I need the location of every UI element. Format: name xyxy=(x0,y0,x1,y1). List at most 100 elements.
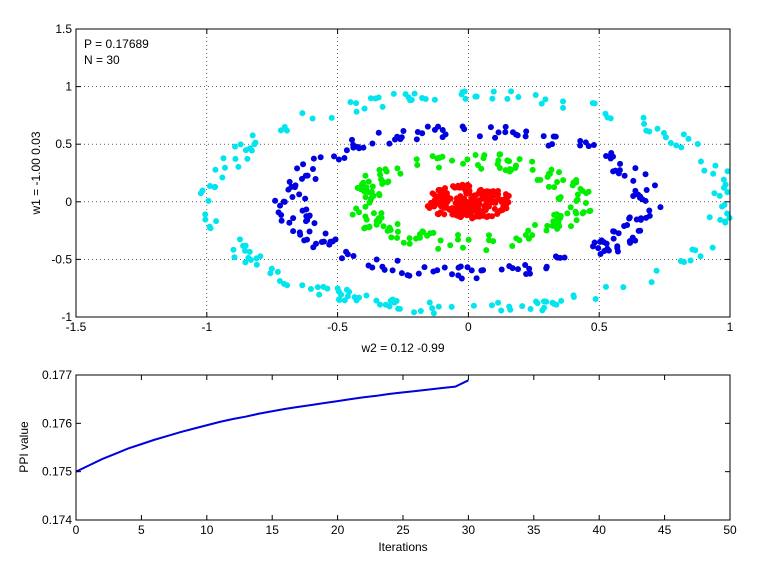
scatter-point xyxy=(637,216,644,223)
scatter-y-tick-label: -0.5 xyxy=(51,252,72,266)
scatter-point xyxy=(286,178,293,185)
scatter-point xyxy=(468,267,475,274)
line-y-tick-label: 0.174 xyxy=(42,513,72,527)
scatter-point xyxy=(406,235,413,242)
scatter-point xyxy=(514,132,521,139)
scatter-point xyxy=(253,255,260,262)
scatter-point xyxy=(485,232,492,239)
scatter-point xyxy=(579,210,586,217)
scatter-point xyxy=(724,189,731,196)
scatter-point xyxy=(348,136,355,143)
scatter-point xyxy=(489,95,496,102)
scatter-x-tick-label: -1 xyxy=(201,320,212,334)
scatter-point xyxy=(346,288,353,295)
scatter-point xyxy=(570,294,577,301)
scatter-point xyxy=(590,141,597,148)
scatter-point xyxy=(483,247,490,254)
line-x-tick-label: 45 xyxy=(658,523,672,537)
scatter-point xyxy=(502,167,509,174)
ppi-series-line xyxy=(75,379,469,473)
scatter-point xyxy=(614,243,621,250)
scatter-point xyxy=(724,210,731,217)
scatter-point xyxy=(461,88,468,95)
scatter-point xyxy=(355,294,362,301)
scatter-point xyxy=(651,182,658,189)
scatter-point xyxy=(379,263,386,270)
scatter-point xyxy=(529,158,536,165)
scatter-point xyxy=(362,172,369,179)
scatter-point xyxy=(509,242,516,249)
scatter-point xyxy=(597,251,604,258)
line-x-tick-label: 5 xyxy=(138,523,145,537)
scatter-point xyxy=(435,245,442,252)
scatter-point xyxy=(232,143,239,150)
scatter-point xyxy=(429,153,436,160)
scatter-point xyxy=(522,261,529,268)
scatter-point xyxy=(509,265,516,272)
scatter-point xyxy=(281,280,288,287)
scatter-point xyxy=(538,100,545,107)
scatter-point xyxy=(274,268,281,275)
scatter-point xyxy=(640,114,647,121)
scatter-point xyxy=(602,283,609,290)
scatter-point xyxy=(626,215,633,222)
scatter-point xyxy=(441,211,448,218)
scatter-point xyxy=(551,211,558,218)
scatter-point xyxy=(413,235,420,242)
scatter-point xyxy=(317,154,324,161)
scatter-point xyxy=(502,129,509,136)
scatter-point xyxy=(586,208,593,215)
scatter-point xyxy=(481,203,488,210)
scatter-point xyxy=(509,129,516,136)
scatter-point xyxy=(244,155,251,162)
line-x-tick-label: 10 xyxy=(200,523,214,537)
scatter-point xyxy=(370,210,377,217)
scatter-point xyxy=(429,305,436,312)
scatter-point xyxy=(406,272,413,279)
scatter-point xyxy=(450,183,457,190)
scatter-point xyxy=(724,168,731,175)
scatter-point xyxy=(220,155,227,162)
scatter-point xyxy=(501,203,508,210)
scatter-point xyxy=(525,235,532,242)
scatter-point xyxy=(314,284,321,291)
scatter-point xyxy=(387,226,394,233)
scatter-point xyxy=(267,270,274,277)
scatter-point xyxy=(414,162,421,169)
scatter-point xyxy=(249,132,256,139)
scatter-point xyxy=(350,144,357,151)
scatter-point xyxy=(362,194,369,201)
scatter-point xyxy=(560,104,567,111)
scatter-point xyxy=(331,153,338,160)
scatter-point xyxy=(710,170,717,177)
scatter-x-tick-label: 1 xyxy=(727,320,734,334)
scatter-point xyxy=(515,94,522,101)
scatter-point xyxy=(498,266,505,273)
scatter-point xyxy=(558,297,565,304)
scatter-point xyxy=(360,144,367,151)
line-y-tick-label: 0.177 xyxy=(42,368,72,382)
scatter-point xyxy=(507,167,514,174)
scatter-point xyxy=(646,128,653,135)
scatter-point xyxy=(424,203,431,210)
scatter-point xyxy=(278,217,285,224)
scatter-point xyxy=(476,133,483,140)
scatter-point xyxy=(637,227,644,234)
scatter-point xyxy=(585,188,592,195)
scatter-point xyxy=(289,194,296,201)
scatter-grid xyxy=(76,29,730,317)
scatter-point xyxy=(508,88,515,95)
scatter-point xyxy=(326,241,333,248)
scatter-point xyxy=(231,254,238,261)
scatter-point xyxy=(439,127,446,134)
scatter-point xyxy=(246,248,253,255)
scatter-point xyxy=(232,155,239,162)
scatter-x-tick-label: -0.5 xyxy=(327,320,348,334)
scatter-point xyxy=(304,172,311,179)
scatter-point xyxy=(414,129,421,136)
scatter-point xyxy=(632,165,639,172)
scatter-point xyxy=(607,155,614,162)
scatter-point xyxy=(369,140,376,147)
scatter-point xyxy=(502,123,509,130)
scatter-point xyxy=(221,164,228,171)
